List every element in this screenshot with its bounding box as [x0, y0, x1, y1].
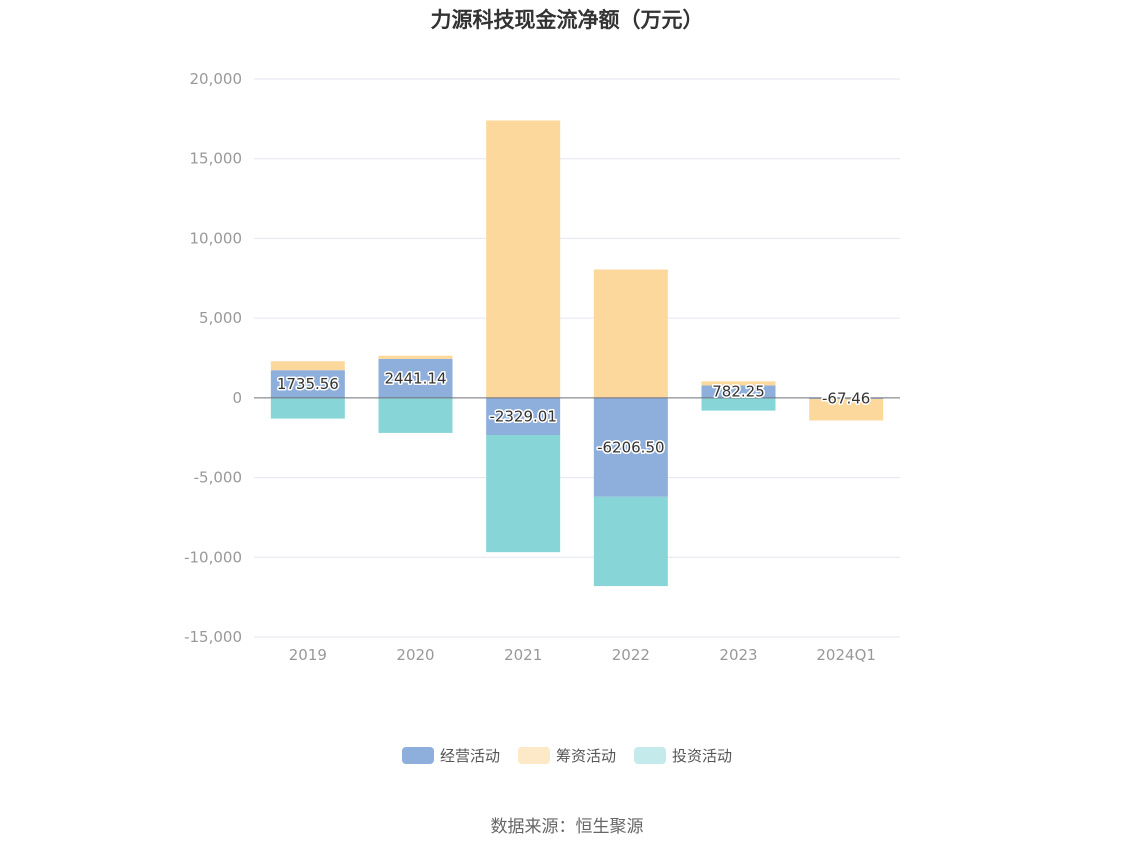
bar-operating-2019[interactable]: [270, 370, 345, 398]
cash-flow-chart: 1735.56 2441.14 -2329.01 -6206.50 782.25 -67.…: [184, 70, 900, 664]
axis-labels-layer: 20,000 15,000 10,000 5,000 0 -5,000 -10,000 -15…: [184, 70, 876, 664]
x-tick-label: 2019: [289, 646, 327, 664]
y-tick-label: 10,000: [190, 229, 243, 247]
bar-financing-2022[interactable]: [593, 269, 668, 398]
legend-item-operating[interactable]: 经营活动: [401, 745, 500, 766]
legend-label-financing: 筹资活动: [555, 747, 616, 765]
bar-financing-2023[interactable]: [701, 381, 776, 386]
data-label-operating: 782.25: [712, 383, 765, 401]
x-tick-label: 2021: [504, 646, 542, 664]
data-source: 数据来源：恒生聚源: [490, 817, 644, 837]
data-label-operating: 1735.56: [277, 375, 339, 393]
legend-swatch-investing: [634, 747, 666, 764]
x-tick-label: 2023: [719, 646, 757, 664]
legend-swatch-financing: [517, 747, 550, 764]
legend: 经营活动 筹资活动 投资活动: [0, 745, 1134, 766]
legend-item-investing[interactable]: 投资活动: [634, 745, 732, 766]
y-tick-label: 5,000: [199, 309, 242, 327]
bar-operating-2024Q1[interactable]: [809, 397, 884, 399]
data-label-operating: -2329.01: [489, 407, 556, 425]
bars-layer: [270, 120, 884, 587]
bar-financing-2019[interactable]: [270, 361, 345, 371]
y-tick-label: 15,000: [190, 150, 243, 168]
x-tick-label: 2022: [612, 646, 650, 664]
bar-investing-2023[interactable]: [701, 397, 776, 411]
bar-operating-2023[interactable]: [701, 385, 776, 398]
bar-investing-2019[interactable]: [270, 397, 345, 419]
bar-operating-2021[interactable]: [486, 397, 561, 435]
x-tick-label: 2020: [396, 646, 434, 664]
data-labels-layer: 1735.56 2441.14 -2329.01 -6206.50 782.25 -67.…: [275, 368, 872, 458]
data-label-operating: -6206.50: [597, 438, 664, 456]
y-tick-label: -5,000: [194, 469, 242, 487]
y-tick-label: -10,000: [184, 548, 242, 566]
legend-label-investing: 投资活动: [672, 747, 733, 765]
bar-investing-2022[interactable]: [593, 496, 668, 587]
legend-swatch-operating: [401, 747, 434, 764]
data-label-operating: -67.46: [822, 389, 870, 407]
data-label-operating: 2441.14: [384, 369, 446, 387]
grid-layer: [254, 78, 900, 638]
legend-label-operating: 经营活动: [439, 747, 500, 765]
bar-financing-2021[interactable]: [486, 120, 561, 398]
y-tick-label: 20,000: [190, 70, 243, 88]
bar-investing-2020[interactable]: [378, 397, 453, 433]
chart-title: 力源科技现金流净额（万元）: [430, 8, 704, 32]
bar-operating-2020[interactable]: [378, 358, 453, 398]
y-tick-label: -15,000: [184, 628, 242, 646]
legend-item-financing[interactable]: 筹资活动: [517, 745, 616, 766]
bar-financing-2024Q1[interactable]: [809, 398, 884, 421]
bar-operating-2022[interactable]: [593, 397, 668, 497]
bar-investing-2021[interactable]: [486, 434, 561, 553]
bar-financing-2020[interactable]: [378, 355, 453, 359]
x-tick-label: 2024Q1: [816, 646, 876, 664]
y-tick-label: 0: [232, 389, 242, 407]
